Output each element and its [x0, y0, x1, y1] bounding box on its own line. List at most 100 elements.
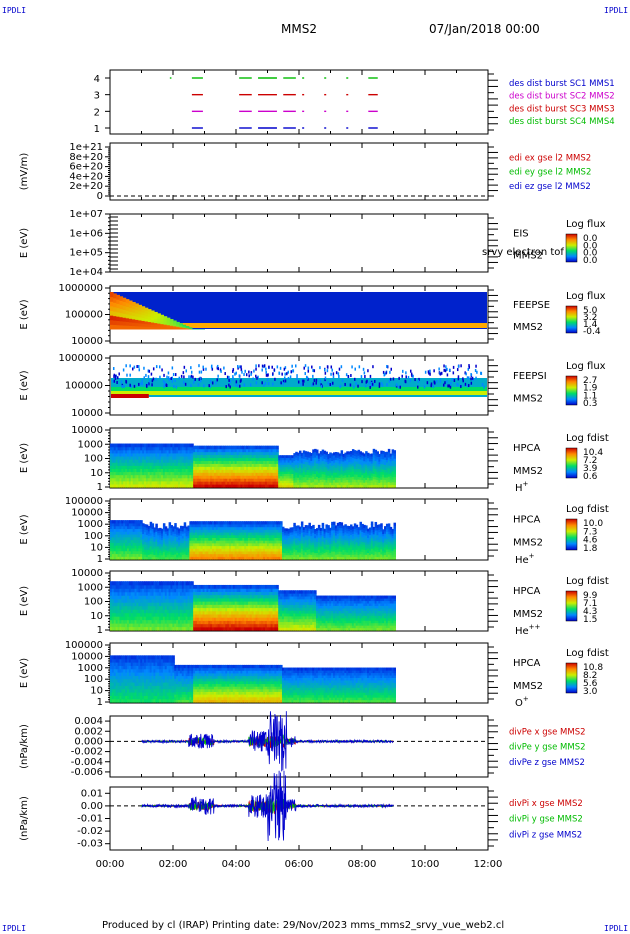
heatmap-cell — [248, 370, 250, 374]
heatmap-cell — [353, 463, 357, 467]
heatmap-cell — [213, 445, 217, 450]
heatmap-cell — [185, 474, 189, 479]
heatmap-cell — [115, 556, 119, 560]
heatmap-cell — [208, 532, 211, 536]
heatmap-cell — [299, 528, 302, 532]
heatmap-cell — [215, 460, 219, 464]
heatmap-cell — [172, 373, 175, 377]
heatmap-cell — [270, 540, 274, 544]
y-axis-label: (mV/m) — [19, 153, 30, 191]
heatmap-cell — [342, 547, 345, 551]
heatmap-cell — [189, 452, 192, 457]
heatmap-cell — [266, 529, 270, 533]
heatmap-cell — [191, 553, 194, 557]
heatmap-cell — [268, 481, 272, 485]
heatmap-cell — [165, 384, 168, 388]
heatmap-cell — [247, 540, 251, 544]
heatmap-cell — [270, 463, 274, 467]
heatmap-cell — [227, 469, 230, 473]
heatmap-cell — [257, 526, 260, 530]
heatmap-cell — [353, 465, 357, 470]
heatmap-cell — [200, 475, 204, 479]
heatmap-cell — [227, 537, 230, 541]
heatmap-cell — [118, 372, 120, 376]
heatmap-cell — [215, 475, 219, 479]
heatmap-cell — [204, 550, 207, 555]
heatmap-cell — [141, 314, 146, 319]
heatmap-cell — [267, 373, 269, 377]
heatmap-cell — [145, 539, 149, 543]
heatmap-cell — [274, 532, 277, 536]
heatmap-cell — [385, 454, 389, 458]
heatmap-cell — [166, 543, 170, 547]
heatmap-cell — [340, 452, 344, 457]
heatmap-cell — [172, 556, 175, 560]
heatmap-cell — [315, 378, 318, 382]
heatmap-cell — [287, 543, 291, 547]
heatmap-cell — [393, 468, 396, 472]
heatmap-cell — [293, 556, 296, 560]
heatmap-cell — [187, 480, 190, 485]
heatmap-cell — [182, 326, 187, 328]
heatmap-cell — [176, 554, 179, 558]
heatmap-cell — [193, 380, 195, 384]
heatmap-cell — [251, 484, 255, 488]
heatmap-cell — [342, 551, 345, 555]
heatmap-cell — [363, 453, 366, 457]
heatmap-cell — [119, 471, 122, 476]
heatmap-cell — [310, 547, 313, 551]
heatmap-cell — [136, 455, 139, 460]
heatmap-cell — [128, 528, 132, 532]
heatmap-cell — [174, 474, 177, 479]
heatmap-cell — [215, 521, 219, 525]
heatmap-cell — [230, 445, 234, 450]
heatmap-cell — [113, 528, 117, 532]
heatmap-cell — [132, 471, 136, 476]
heatmap-cell — [319, 545, 323, 549]
heatmap-cell — [132, 528, 136, 532]
heatmap-cell — [272, 532, 276, 536]
heatmap-cell — [293, 540, 296, 545]
heatmap-cell — [380, 453, 383, 457]
heatmap-cell — [283, 367, 286, 371]
heatmap-cell — [317, 524, 321, 528]
heatmap-cell — [391, 449, 395, 453]
heatmap-cell — [204, 540, 207, 544]
heatmap-cell — [191, 449, 194, 454]
heatmap-cell — [272, 556, 276, 560]
heatmap-cell — [338, 472, 342, 476]
heatmap-cell — [157, 477, 160, 482]
heatmap-cell — [354, 377, 356, 381]
heatmap-cell — [135, 319, 139, 324]
heatmap-cell — [289, 543, 293, 547]
heatmap-cell — [323, 543, 327, 547]
heatmap-cell — [253, 548, 257, 552]
heatmap-cell — [159, 534, 162, 538]
heatmap-cell — [391, 452, 395, 456]
heatmap-cell — [123, 556, 126, 560]
heatmap-cell — [329, 462, 332, 466]
heatmap-cell — [219, 448, 223, 453]
heatmap-cell — [300, 540, 304, 544]
heatmap-cell — [350, 474, 353, 478]
heatmap-cell — [334, 474, 338, 478]
heatmap-cell — [155, 455, 158, 460]
heatmap-cell — [189, 459, 192, 463]
heatmap-cell — [140, 462, 143, 466]
heatmap-cell — [193, 478, 196, 482]
heatmap-cell — [387, 448, 391, 453]
heatmap-cell — [336, 533, 340, 537]
heatmap-cell — [321, 454, 325, 459]
heatmap-cell — [196, 472, 200, 476]
heatmap-cell — [374, 484, 378, 488]
heatmap-cell — [323, 466, 327, 470]
heatmap-cell — [316, 468, 319, 472]
heatmap-cell — [367, 369, 369, 373]
heatmap-cell — [127, 468, 130, 473]
heatmap-cell — [196, 448, 200, 453]
heatmap-cell — [200, 534, 204, 538]
heatmap-cell — [312, 556, 315, 560]
heatmap-cell — [132, 301, 136, 306]
heatmap-cell — [142, 523, 145, 527]
heatmap-cell — [297, 452, 300, 456]
